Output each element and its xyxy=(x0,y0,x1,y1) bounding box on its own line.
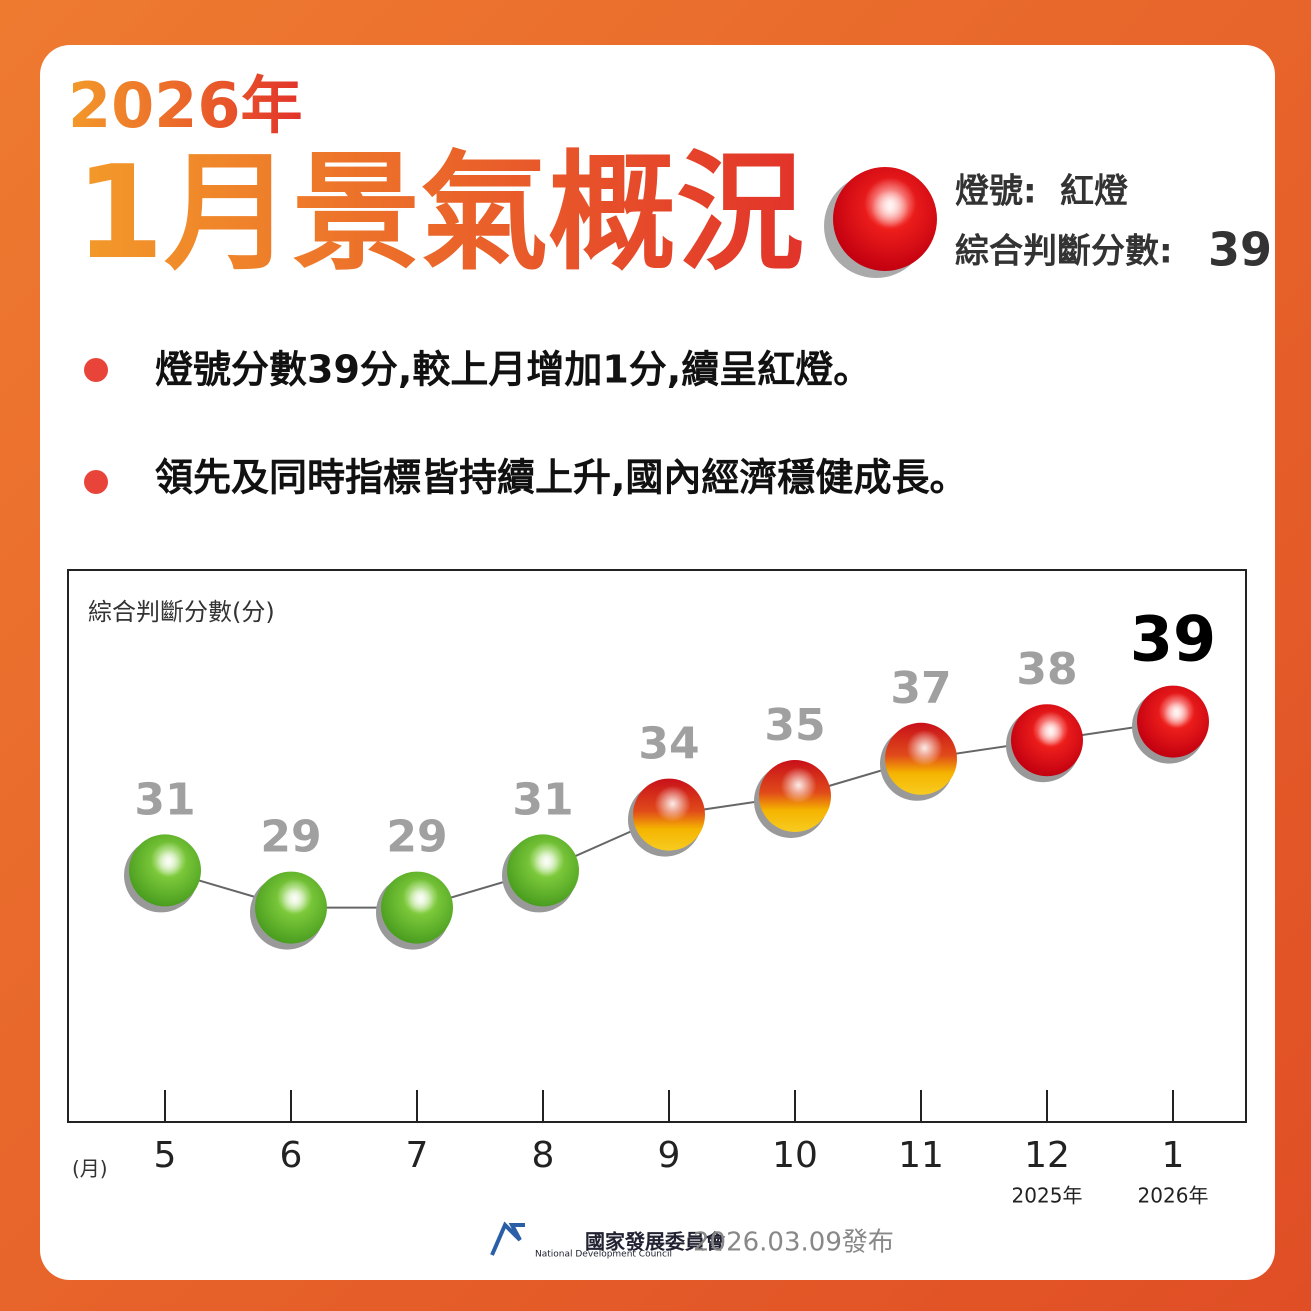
light-highlight xyxy=(885,722,957,795)
x-tick-label: 1 xyxy=(1162,1135,1185,1176)
light-highlight xyxy=(507,834,579,907)
signal-label: 燈號: xyxy=(955,172,1037,212)
x-year-label: 2025年 xyxy=(1012,1184,1083,1208)
signal-highlight xyxy=(833,167,937,271)
x-axis-label: (月) xyxy=(72,1157,108,1181)
x-year-label: 2026年 xyxy=(1138,1184,1209,1208)
light-highlight xyxy=(129,834,201,907)
bullet-dot xyxy=(84,470,108,494)
x-tick-label: 8 xyxy=(532,1135,555,1176)
light-highlight xyxy=(1011,704,1083,777)
value-label: 31 xyxy=(134,774,195,825)
value-label: 29 xyxy=(386,812,447,863)
bullet: 燈號分數39分,較上月增加1分,續呈紅燈。 xyxy=(155,348,871,392)
bullet: 領先及同時指標皆持續上升,國內經濟穩健成長。 xyxy=(155,456,967,500)
logo xyxy=(490,1221,525,1256)
bullet-dot xyxy=(84,358,108,382)
title: 1月景氣概況 xyxy=(75,139,804,288)
value-label: 39 xyxy=(1130,603,1216,676)
org-name-en: National Development Council xyxy=(535,1250,672,1260)
value-label: 35 xyxy=(764,700,825,751)
chart-frame xyxy=(67,569,1247,1123)
value-label: 34 xyxy=(638,719,699,770)
value-label: 29 xyxy=(260,812,321,863)
x-tick-label: 9 xyxy=(658,1135,681,1176)
light-highlight xyxy=(255,871,327,944)
signal: 紅燈 xyxy=(1060,172,1128,212)
score-label: 綜合判斷分數: xyxy=(955,232,1173,272)
publish-date: 2026.03.09發布 xyxy=(693,1228,894,1258)
x-tick-label: 5 xyxy=(154,1135,177,1176)
x-tick-label: 10 xyxy=(772,1135,818,1176)
score: 39 xyxy=(1208,223,1272,277)
card xyxy=(40,45,1275,1280)
y-axis-label: 綜合判斷分數(分) xyxy=(88,598,275,626)
value-label: 37 xyxy=(890,663,951,714)
light-highlight xyxy=(1137,685,1209,758)
value-label: 31 xyxy=(512,774,573,825)
light-highlight xyxy=(759,760,831,832)
light-highlight xyxy=(381,871,453,944)
x-tick-label: 12 xyxy=(1024,1135,1070,1176)
x-tick-label: 7 xyxy=(406,1135,429,1176)
light-highlight xyxy=(633,778,705,851)
year: 2026年 xyxy=(68,69,303,142)
x-tick-label: 11 xyxy=(898,1135,944,1176)
x-tick-label: 6 xyxy=(280,1135,303,1176)
org-name: 國家發展委員會 xyxy=(585,1230,726,1254)
value-label: 38 xyxy=(1016,644,1077,695)
